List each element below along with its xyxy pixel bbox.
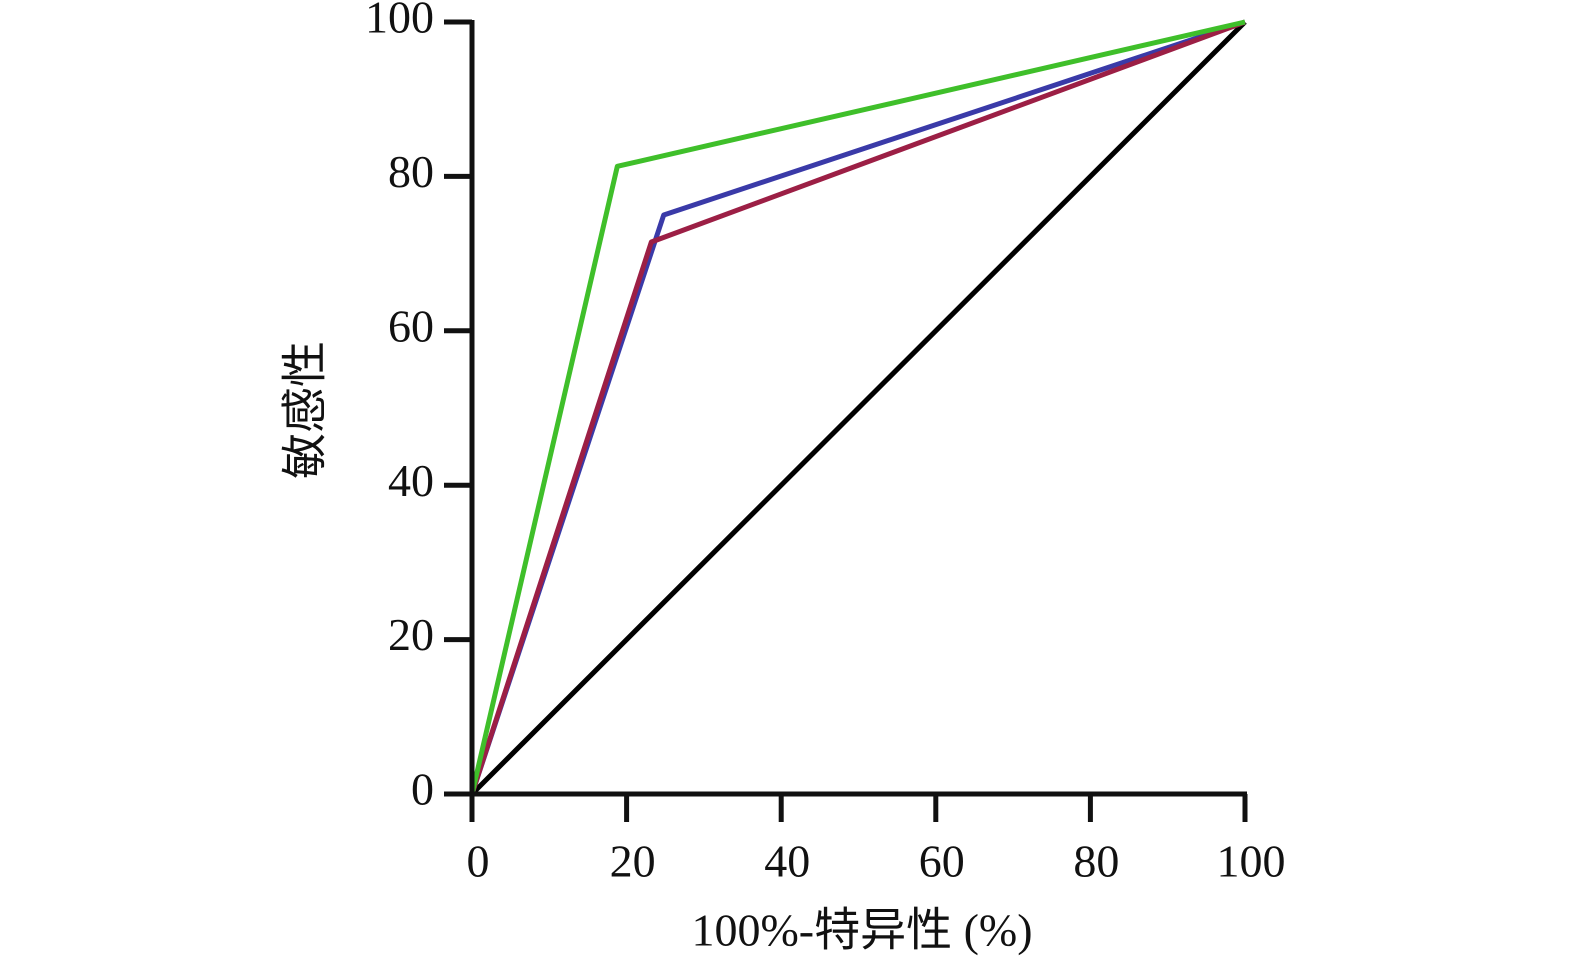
roc-line	[470, 20, 1247, 796]
roc-line	[469, 19, 1246, 795]
x-tick-label: 0	[467, 836, 490, 887]
y-tick-label: 100	[365, 0, 434, 43]
y-tick-label: 60	[388, 300, 434, 351]
x-tick-label: 40	[764, 836, 810, 887]
y-axis-label: 敏感性	[280, 341, 331, 479]
x-tick-label: 60	[919, 836, 965, 887]
y-tick-label: 80	[388, 146, 434, 197]
x-axis-label: 100%-特异性 (%)	[691, 905, 1032, 956]
y-tick-label: 40	[388, 455, 434, 506]
x-tick-label: 100	[1217, 836, 1286, 887]
roc-line	[469, 19, 1246, 795]
x-tick-label: 20	[610, 836, 656, 887]
y-tick-label: 0	[411, 764, 434, 815]
x-tick-label: 80	[1073, 836, 1119, 887]
y-tick-label: 20	[388, 609, 434, 660]
